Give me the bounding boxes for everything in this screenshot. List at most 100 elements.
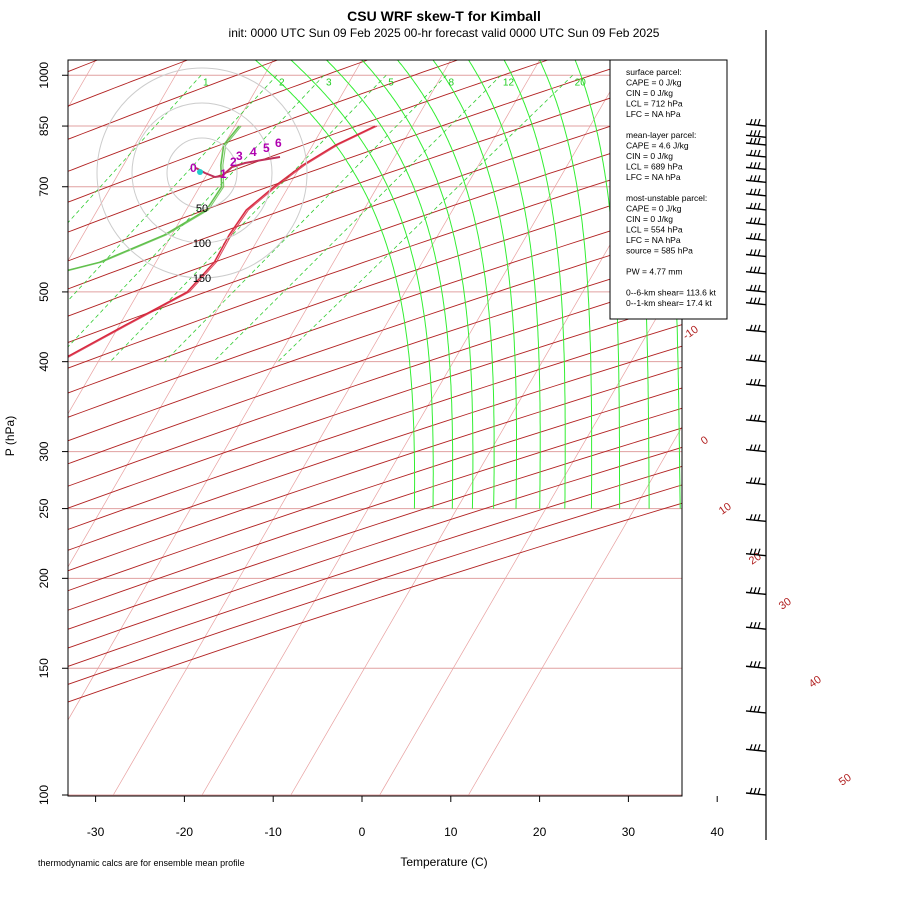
isotherm-line <box>68 60 185 262</box>
hodograph-ring-label: 150 <box>193 273 211 285</box>
wind-barb-shaft <box>745 665 767 669</box>
legend-line: CIN = 0 J/kg <box>626 88 673 98</box>
wind-barbs <box>745 30 767 840</box>
wind-barb-flag <box>757 130 761 137</box>
mixing-ratio-label: 8 <box>448 77 454 88</box>
wind-barb-shaft <box>745 710 767 714</box>
wind-barb-flag <box>757 514 761 521</box>
wind-barb-flag <box>753 787 757 795</box>
moist-adiabat <box>468 60 541 509</box>
legend-line: LCL = 689 hPa <box>626 162 683 172</box>
wind-barb-flag <box>753 188 757 195</box>
wind-barb-shaft <box>745 179 767 184</box>
hodograph-height-label: 5 <box>263 141 270 155</box>
legend-line: CIN = 0 J/kg <box>626 151 673 161</box>
legend-line: most-unstable parcel: <box>626 193 707 203</box>
dry-adiabat <box>68 366 682 572</box>
dry-adiabat <box>68 60 548 233</box>
isotherm-label: 30 <box>777 596 794 613</box>
wind-barb-flag <box>757 414 761 421</box>
wind-barb-flag <box>757 284 761 292</box>
wind-barb-flag <box>753 621 757 629</box>
isotherm-line <box>112 60 540 796</box>
mixing-ratio-line <box>68 74 278 302</box>
mixing-ratio-line <box>109 74 387 362</box>
wind-barb-flag <box>753 587 757 594</box>
wind-barb-flag <box>749 202 753 210</box>
moist-adiabat <box>539 60 593 509</box>
wind-barb-flag <box>757 162 761 169</box>
wind-barb-flag <box>757 548 761 555</box>
wind-barb-flag <box>749 378 753 386</box>
wind-barb-flag <box>749 217 753 224</box>
dry-adiabat <box>68 255 682 465</box>
moist-adiabat <box>290 60 434 509</box>
wind-barb-flag <box>749 162 753 169</box>
wind-barb-shaft <box>745 553 767 557</box>
wind-barb-flag <box>757 217 761 224</box>
wind-barb-shaft <box>745 481 767 486</box>
moist-adiabat <box>432 60 517 509</box>
dry-adiabat <box>68 387 682 592</box>
hodograph-height-label: 6 <box>275 136 282 150</box>
y-axis-label: P (hPa) <box>3 416 17 456</box>
y-tick-label: 850 <box>37 116 51 136</box>
isotherm-label: 0 <box>699 434 711 447</box>
y-tick-label: 150 <box>37 658 51 678</box>
wind-barb-flag <box>757 787 761 795</box>
wind-barb-shaft <box>745 748 767 753</box>
wind-barb-flag <box>753 297 757 304</box>
wind-barb-flag <box>757 118 761 126</box>
wind-barb-flag <box>749 284 753 292</box>
y-tick-label: 400 <box>37 351 51 371</box>
x-axis-label: Temperature (C) <box>400 855 487 869</box>
wind-barb-flag <box>749 354 753 361</box>
legend-line: CAPE = 4.6 J/kg <box>626 141 689 151</box>
wind-barb-flag <box>757 621 761 629</box>
wind-barb-flag <box>753 249 757 256</box>
wind-barb-flag <box>753 477 757 484</box>
plot-frame <box>67 59 683 797</box>
isotherm-label: 50 <box>837 772 854 789</box>
wind-barb-flag <box>749 787 753 795</box>
wind-barb-shaft <box>745 419 767 423</box>
wind-barb-flag <box>753 354 757 361</box>
y-tick-label: 200 <box>37 568 51 588</box>
wind-barb-flag <box>757 188 761 195</box>
wind-barb-flag <box>757 149 761 157</box>
wind-barb-shaft <box>745 221 767 226</box>
wind-barb-shaft <box>745 626 767 630</box>
isotherm-line <box>68 60 452 721</box>
wind-barb-flag <box>757 202 761 210</box>
wind-barb-shaft <box>745 518 767 523</box>
wind-barb-shaft <box>745 166 767 171</box>
moist-adiabat <box>361 60 474 509</box>
wind-barb-flag <box>749 414 753 421</box>
mixing-ratio-line <box>68 74 202 224</box>
wind-barb-flag <box>757 444 761 451</box>
hodograph-ring <box>96 67 308 279</box>
wind-barb-flag <box>749 514 753 521</box>
moist-adiabat <box>503 60 566 509</box>
wind-barb-flag <box>753 232 757 240</box>
mixing-ratio-line <box>164 74 447 362</box>
dry-adiabat <box>68 345 682 551</box>
legend-line: LFC = NA hPa <box>626 235 681 245</box>
y-tick-label: 250 <box>37 498 51 518</box>
dry-adiabat <box>68 301 682 509</box>
wind-barb-flag <box>753 217 757 224</box>
hodograph-height-label: 2 <box>230 155 237 169</box>
hodograph-ring <box>166 137 238 209</box>
wind-barb-flag <box>757 297 761 304</box>
wind-barb-flag <box>749 477 753 484</box>
legend-line: LFC = NA hPa <box>626 109 681 119</box>
wind-barb-flag <box>757 266 761 273</box>
wind-barb-flag <box>753 444 757 451</box>
legend-line: CIN = 0 J/kg <box>626 214 673 224</box>
dry-adiabat <box>68 484 682 685</box>
wind-barb-flag <box>749 232 753 240</box>
wind-barb-shaft <box>745 289 767 293</box>
y-tick-label: 300 <box>37 441 51 461</box>
dewpoint-profile <box>68 125 240 271</box>
wind-barb-shaft <box>745 271 767 275</box>
